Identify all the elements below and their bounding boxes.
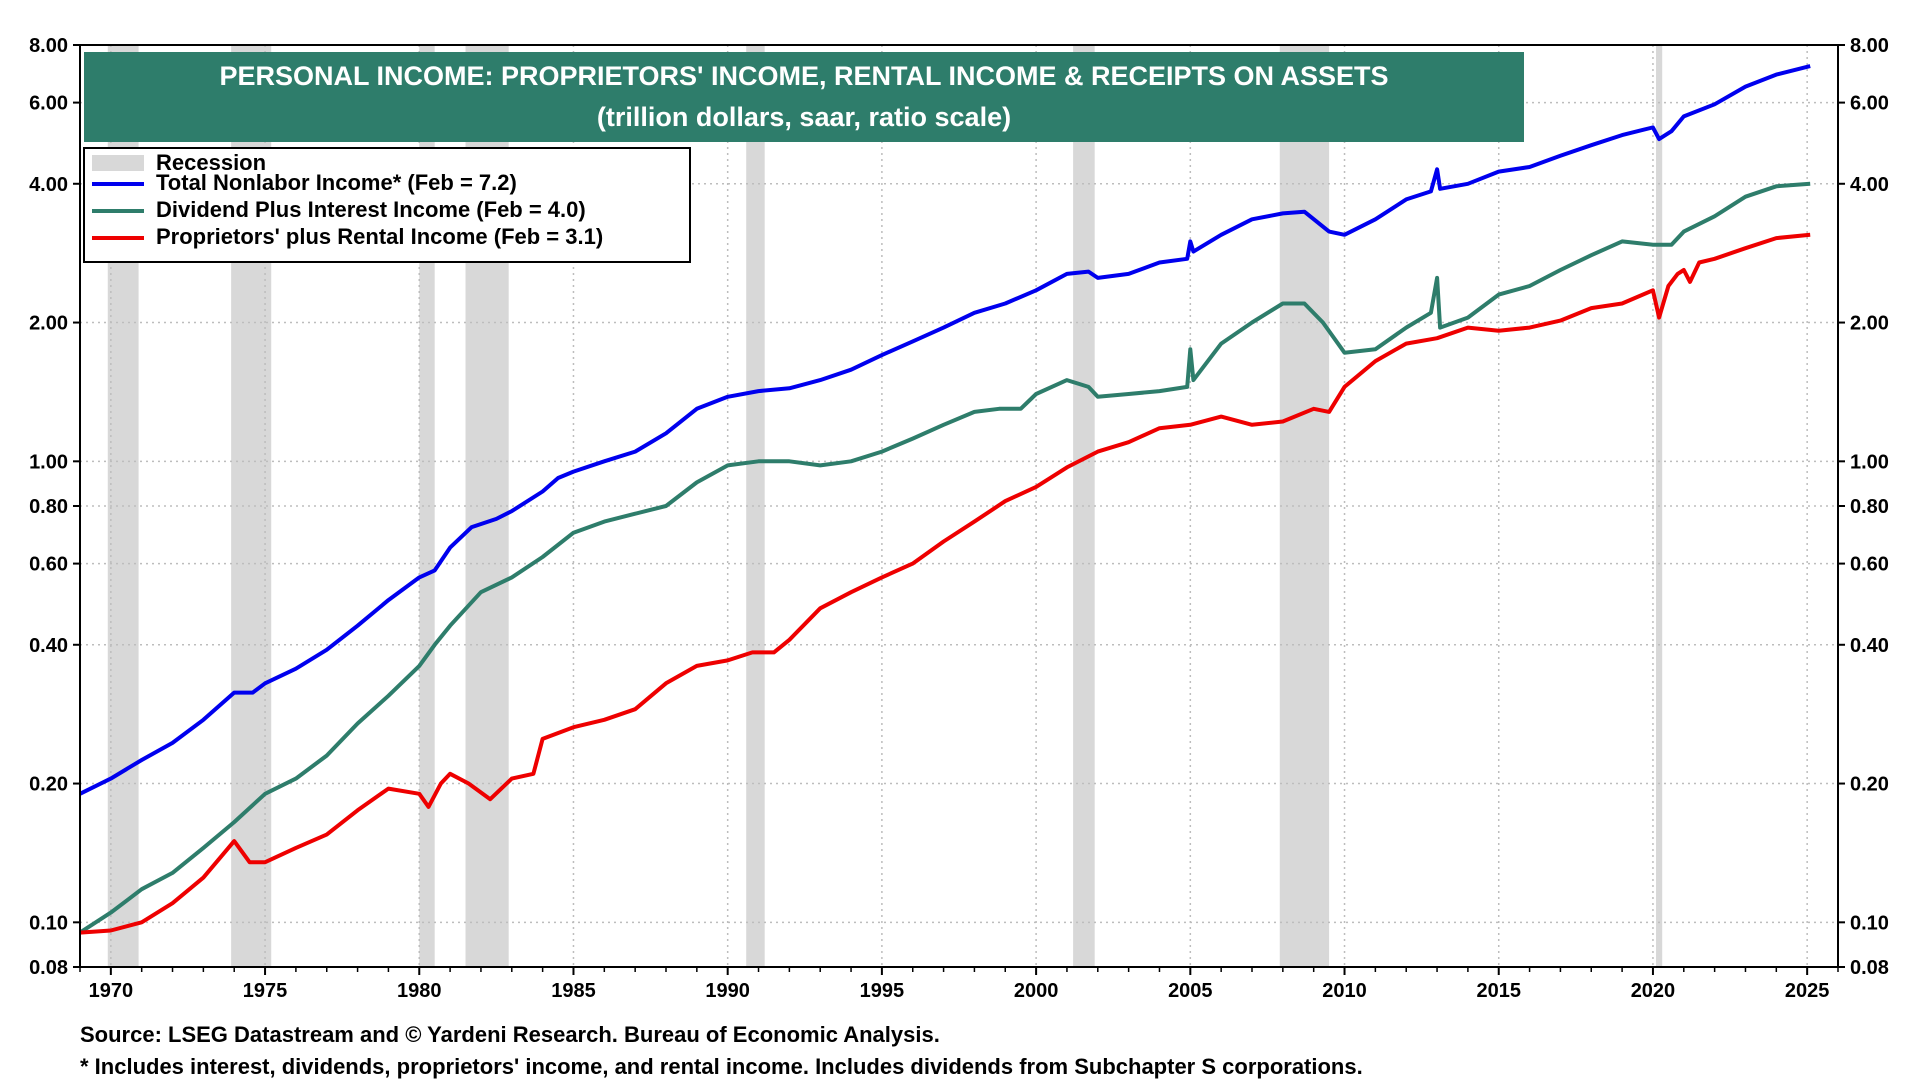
series-line-0 [79, 64, 1811, 796]
x-tick-label-1995: 1995 [860, 980, 905, 1002]
y-tick-label-left-0.80: 0.80 [29, 496, 68, 518]
legend-label-2: Proprietors' plus Rental Income (Feb = 3… [156, 224, 603, 249]
y-tick-label-right-8.00: 8.00 [1850, 35, 1889, 57]
footnote: * Includes interest, dividends, propriet… [80, 1054, 1363, 1079]
y-tick-label-left-0.10: 0.10 [29, 912, 68, 934]
recession-band-2 [419, 45, 435, 967]
x-tick-label-2010: 2010 [1322, 980, 1367, 1002]
legend-box [83, 147, 691, 263]
y-tick-label-right-0.60: 0.60 [1850, 554, 1889, 576]
legend-swatch-recession [92, 155, 144, 171]
y-tick-label-right-4.00: 4.00 [1850, 174, 1889, 196]
x-tick-label-1985: 1985 [551, 980, 596, 1002]
x-tick-label-1970: 1970 [89, 980, 134, 1002]
y-tick-label-right-0.80: 0.80 [1850, 496, 1889, 518]
title-background [84, 52, 1524, 142]
title-box: PERSONAL INCOME: PROPRIETORS' INCOME, RE… [84, 52, 1524, 142]
y-tick-label-left-8.00: 8.00 [29, 35, 68, 57]
x-tick-label-2025: 2025 [1785, 980, 1830, 1002]
y-tick-label-left-2.00: 2.00 [29, 313, 68, 335]
y-tick-label-left-4.00: 4.00 [29, 174, 68, 196]
y-tick-label-left-0.40: 0.40 [29, 635, 68, 657]
y-tick-label-right-0.10: 0.10 [1850, 912, 1889, 934]
chart-title: PERSONAL INCOME: PROPRIETORS' INCOME, RE… [219, 61, 1388, 91]
series-line-1 [78, 181, 1811, 935]
x-tick-label-2000: 2000 [1014, 980, 1059, 1002]
legend-label-recession: Recession [156, 150, 266, 175]
y-tick-label-right-0.40: 0.40 [1850, 635, 1889, 657]
legend: Recession Total Nonlabor Income* (Feb = … [83, 147, 691, 263]
axis-ticks: 1970 1975 1980 1985 1990 1995 2000 2005 2010 2015… [29, 35, 1889, 1002]
x-tick-label-1980: 1980 [397, 980, 442, 1002]
x-tick-label-1990: 1990 [705, 980, 750, 1002]
y-tick-label-left-6.00: 6.00 [29, 93, 68, 115]
y-tick-label-right-6.00: 6.00 [1850, 93, 1889, 115]
x-tick-label-2015: 2015 [1476, 980, 1521, 1002]
x-tick-label-2005: 2005 [1168, 980, 1213, 1002]
source-note: Source: LSEG Datastream and © Yardeni Re… [80, 1022, 940, 1047]
legend-label-1: Dividend Plus Interest Income (Feb = 4.0… [156, 197, 586, 222]
series-lines [78, 64, 1811, 935]
chart-subtitle: (trillion dollars, saar, ratio scale) [597, 102, 1011, 132]
y-tick-label-left-0.20: 0.20 [29, 774, 68, 796]
y-tick-label-right-0.08: 0.08 [1850, 957, 1889, 979]
y-tick-label-right-0.20: 0.20 [1850, 774, 1889, 796]
x-tick-label-2020: 2020 [1631, 980, 1676, 1002]
y-tick-label-left-0.08: 0.08 [29, 957, 68, 979]
series-line-2 [79, 232, 1811, 935]
y-tick-label-left-0.60: 0.60 [29, 554, 68, 576]
legend-label-0: Total Nonlabor Income* (Feb = 7.2) [156, 170, 517, 195]
y-tick-label-left-1.00: 1.00 [29, 451, 68, 473]
y-tick-label-right-2.00: 2.00 [1850, 313, 1889, 335]
recession-band-4 [746, 45, 765, 967]
x-tick-label-1975: 1975 [243, 980, 288, 1002]
y-tick-label-right-1.00: 1.00 [1850, 451, 1889, 473]
